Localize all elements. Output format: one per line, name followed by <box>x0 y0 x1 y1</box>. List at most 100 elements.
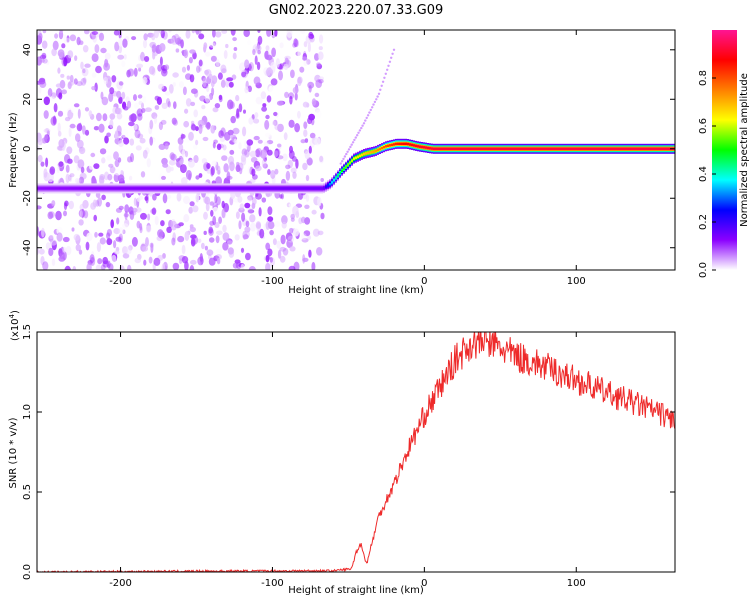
ridge-cell <box>105 187 107 190</box>
noise-cell <box>169 214 173 219</box>
spectrogram-y-label: Frequency (Hz) <box>8 112 19 188</box>
noise-cell <box>189 265 195 270</box>
ridge-cell <box>657 147 659 150</box>
ridge-cell <box>261 187 263 190</box>
noise-cell <box>172 82 176 87</box>
noise-cell <box>90 202 96 210</box>
ridge-cell <box>163 187 165 190</box>
noise-cell <box>151 207 157 215</box>
noise-cell <box>91 251 95 260</box>
noise-cell <box>231 74 237 80</box>
noise-cell <box>294 123 300 133</box>
noise-cell <box>151 32 156 41</box>
noise-cell <box>42 30 47 34</box>
spectrogram-x-ticks: -200 -100 0 100 <box>109 30 586 287</box>
noise-cell <box>91 31 98 35</box>
noise-cell <box>221 208 226 219</box>
noise-cell <box>141 108 146 113</box>
noise-cell <box>216 257 221 265</box>
ridge-cell <box>585 147 587 150</box>
ridge-cell <box>521 147 523 150</box>
svg-text:(x104): (x104) <box>8 310 21 341</box>
noise-cell <box>57 110 64 117</box>
noise-cell <box>247 207 254 215</box>
ridge-cell <box>81 187 83 190</box>
ridge-cell <box>475 147 477 150</box>
noise-cell <box>77 108 81 119</box>
noise-cell <box>254 112 259 119</box>
noise-cell <box>266 67 273 78</box>
y-tick-label: -40 <box>22 240 33 256</box>
noise-cell <box>318 79 324 84</box>
ridge-cell <box>369 151 371 154</box>
ridge-cell <box>95 187 97 190</box>
noise-cell <box>136 63 144 69</box>
snr-multiplier-label: (x104) <box>8 310 21 341</box>
noise-cell <box>41 227 45 238</box>
faint-trace-point <box>377 92 381 96</box>
noise-cell <box>154 95 160 101</box>
noise-cell <box>171 117 177 125</box>
spectrogram-y-ticks: -40 -20 0 20 40 <box>22 43 675 256</box>
noise-cell <box>134 102 139 109</box>
ridge-cell <box>79 187 81 190</box>
noise-cell <box>186 64 190 71</box>
noise-cell <box>223 163 229 173</box>
ridge-cell <box>247 187 249 190</box>
ridge-cell <box>487 147 489 150</box>
noise-cell <box>317 230 324 236</box>
ridge-cell <box>331 181 333 184</box>
noise-cell <box>250 222 256 232</box>
ridge-cell <box>209 187 211 190</box>
ridge-cell <box>611 147 613 150</box>
ridge-cell <box>263 187 265 190</box>
ridge-cell <box>665 147 667 150</box>
noise-cell <box>222 232 230 241</box>
noise-cell <box>56 232 63 242</box>
ridge-cell <box>347 163 349 166</box>
noise-cell <box>288 119 295 128</box>
noise-cell <box>145 237 149 247</box>
noise-cell <box>96 242 101 253</box>
ridge-cell <box>457 147 459 150</box>
ridge-cell <box>43 187 45 190</box>
noise-cell <box>78 219 84 226</box>
noise-cell <box>37 205 42 210</box>
noise-cell <box>209 42 216 48</box>
ridge-cell <box>649 147 651 150</box>
ridge-cell <box>613 147 615 150</box>
noise-cell <box>146 158 151 168</box>
noise-cell <box>255 96 263 105</box>
noise-cell <box>57 49 65 58</box>
noise-cell <box>319 34 324 44</box>
ridge-cell <box>617 147 619 150</box>
noise-cell <box>61 43 66 49</box>
noise-cell <box>203 230 207 235</box>
noise-cell <box>277 155 284 160</box>
noise-cell <box>235 211 240 219</box>
ridge-cell <box>405 142 407 145</box>
noise-cell <box>92 32 98 43</box>
ridge-cell <box>219 187 221 190</box>
x-tick-label: -100 <box>261 578 284 589</box>
ridge-cell <box>295 187 297 190</box>
ridge-cell <box>345 165 347 168</box>
noise-cell <box>172 119 178 126</box>
noise-cell <box>84 63 91 68</box>
noise-cell <box>233 138 238 145</box>
noise-cell <box>122 246 128 255</box>
ridge-cell <box>615 147 617 150</box>
ridge-cell <box>97 187 99 190</box>
noise-cell <box>188 206 193 214</box>
noise-cell <box>317 196 322 207</box>
ridge-cell <box>277 187 279 190</box>
noise-cell <box>289 227 294 234</box>
ridge-cell <box>189 187 191 190</box>
noise-cell <box>80 78 87 86</box>
noise-cell <box>137 197 141 202</box>
noise-cell <box>100 91 104 100</box>
noise-cell <box>99 237 106 245</box>
ridge-cell <box>109 187 111 190</box>
noise-cell <box>206 121 211 130</box>
ridge-cell <box>365 152 367 155</box>
